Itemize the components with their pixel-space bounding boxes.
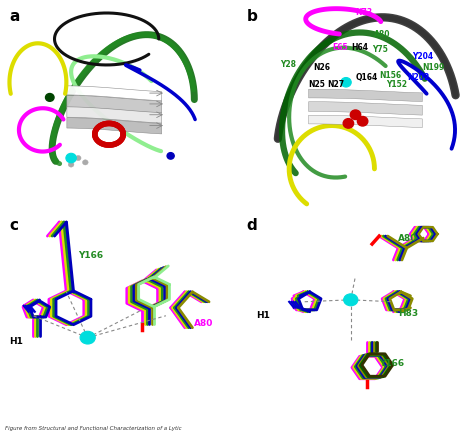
Circle shape: [82, 160, 88, 165]
Text: Y75: Y75: [372, 45, 388, 54]
Text: a: a: [9, 9, 20, 24]
Circle shape: [75, 155, 81, 161]
Text: N25: N25: [308, 80, 325, 89]
Text: Y204: Y204: [412, 52, 434, 61]
Text: N202: N202: [408, 74, 430, 82]
Text: H1: H1: [256, 311, 270, 320]
Text: Figure from Structural and Functional Characterization of a Lytic: Figure from Structural and Functional Ch…: [5, 426, 182, 431]
Text: Y166: Y166: [78, 252, 103, 261]
Text: N199: N199: [422, 63, 444, 71]
Text: H64: H64: [351, 43, 368, 52]
Text: H1: H1: [9, 337, 23, 346]
Circle shape: [167, 152, 174, 159]
Text: d: d: [246, 218, 257, 233]
Circle shape: [357, 116, 368, 126]
Circle shape: [344, 294, 358, 306]
Text: Y28: Y28: [280, 61, 296, 69]
Text: Y166: Y166: [379, 359, 404, 368]
Text: b: b: [246, 9, 257, 24]
Text: A80: A80: [194, 319, 214, 328]
Text: N27: N27: [327, 80, 344, 89]
Text: A80: A80: [398, 233, 418, 242]
Text: A80: A80: [374, 30, 391, 39]
Circle shape: [341, 78, 351, 87]
Circle shape: [343, 119, 354, 128]
Text: N26: N26: [313, 63, 330, 71]
Text: Y152: Y152: [386, 80, 407, 89]
Text: E65: E65: [332, 43, 347, 52]
Text: N156: N156: [379, 71, 401, 80]
Text: Q164: Q164: [356, 74, 378, 82]
Circle shape: [80, 331, 95, 344]
Text: H83: H83: [398, 309, 418, 318]
Text: N73: N73: [356, 9, 373, 17]
Circle shape: [68, 162, 74, 167]
Circle shape: [350, 110, 361, 120]
Circle shape: [66, 153, 76, 163]
Circle shape: [46, 94, 54, 101]
Text: c: c: [9, 218, 18, 233]
